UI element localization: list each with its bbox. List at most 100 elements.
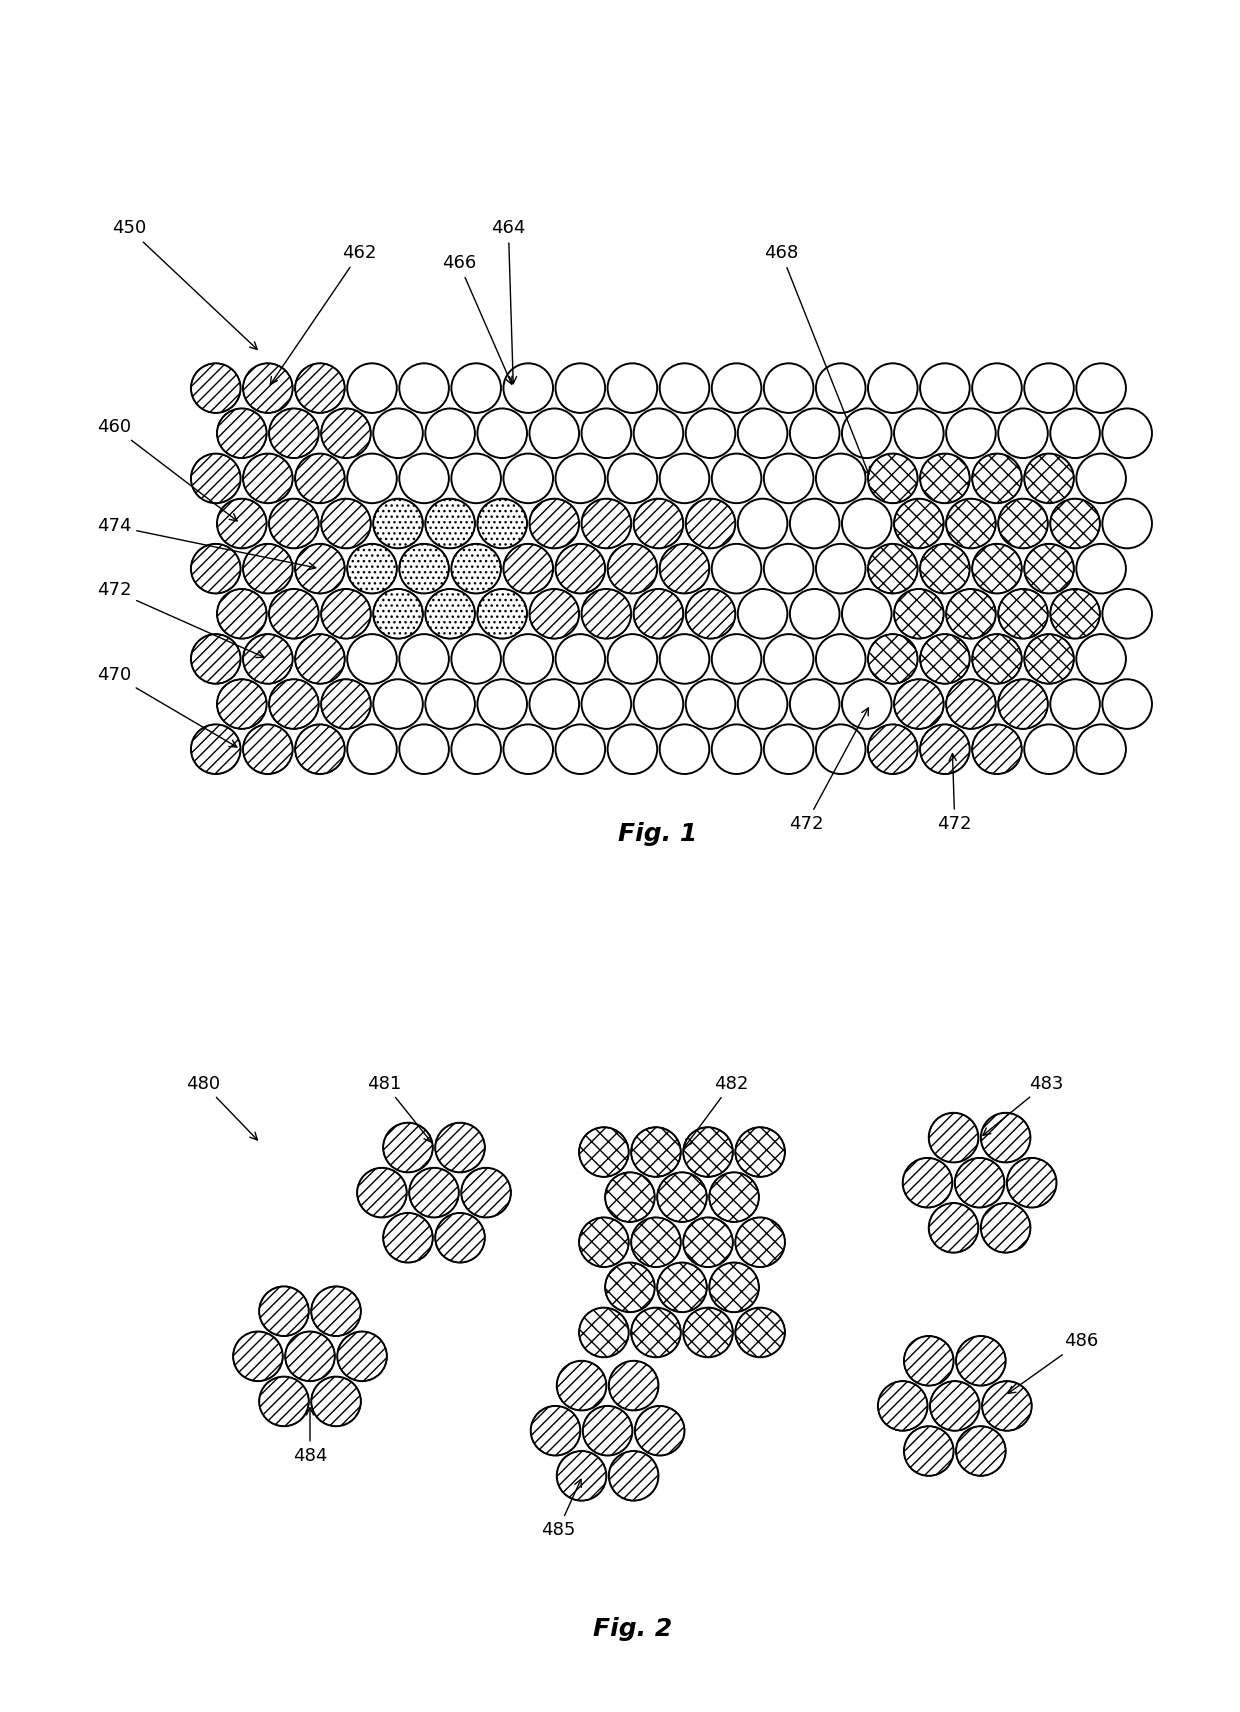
Circle shape — [425, 589, 475, 639]
Circle shape — [686, 589, 735, 639]
Circle shape — [712, 633, 761, 683]
Circle shape — [982, 1382, 1032, 1431]
Circle shape — [1007, 1157, 1056, 1207]
Circle shape — [929, 1113, 978, 1162]
Circle shape — [579, 1126, 629, 1176]
Circle shape — [712, 363, 761, 413]
Circle shape — [660, 544, 709, 594]
Circle shape — [295, 454, 345, 503]
Circle shape — [477, 589, 527, 639]
Circle shape — [1050, 680, 1100, 729]
Circle shape — [657, 1173, 707, 1222]
Circle shape — [373, 589, 423, 639]
Circle shape — [321, 680, 371, 729]
Circle shape — [930, 1382, 980, 1431]
Circle shape — [1076, 724, 1126, 774]
Circle shape — [842, 409, 892, 459]
Circle shape — [503, 633, 553, 683]
Circle shape — [1076, 633, 1126, 683]
Circle shape — [373, 409, 423, 459]
Circle shape — [735, 1126, 785, 1176]
Circle shape — [1050, 498, 1100, 548]
Circle shape — [972, 724, 1022, 774]
Circle shape — [946, 589, 996, 639]
Text: 474: 474 — [97, 517, 316, 570]
Circle shape — [269, 680, 319, 729]
Circle shape — [243, 363, 293, 413]
Circle shape — [399, 724, 449, 774]
Circle shape — [582, 498, 631, 548]
Circle shape — [686, 680, 735, 729]
Circle shape — [557, 1361, 606, 1411]
Circle shape — [972, 363, 1022, 413]
Circle shape — [425, 498, 475, 548]
Circle shape — [1050, 409, 1100, 459]
Circle shape — [904, 1426, 954, 1476]
Circle shape — [461, 1168, 511, 1217]
Circle shape — [712, 724, 761, 774]
Circle shape — [868, 454, 918, 503]
Circle shape — [868, 363, 918, 413]
Circle shape — [556, 724, 605, 774]
Circle shape — [764, 363, 813, 413]
Circle shape — [660, 363, 709, 413]
Circle shape — [735, 1308, 785, 1358]
Circle shape — [321, 589, 371, 639]
Circle shape — [738, 680, 787, 729]
Circle shape — [634, 680, 683, 729]
Circle shape — [712, 544, 761, 594]
Circle shape — [634, 409, 683, 459]
Circle shape — [425, 409, 475, 459]
Circle shape — [634, 498, 683, 548]
Circle shape — [243, 544, 293, 594]
Circle shape — [503, 454, 553, 503]
Circle shape — [735, 1217, 785, 1267]
Text: 483: 483 — [983, 1075, 1064, 1135]
Circle shape — [285, 1332, 335, 1382]
Circle shape — [1024, 724, 1074, 774]
Circle shape — [259, 1286, 309, 1335]
Circle shape — [583, 1406, 632, 1455]
Circle shape — [295, 363, 345, 413]
Circle shape — [191, 544, 241, 594]
Circle shape — [608, 633, 657, 683]
Circle shape — [816, 454, 866, 503]
Circle shape — [451, 633, 501, 683]
Circle shape — [608, 454, 657, 503]
Circle shape — [357, 1168, 407, 1217]
Circle shape — [191, 454, 241, 503]
Circle shape — [321, 409, 371, 459]
Circle shape — [816, 724, 866, 774]
Circle shape — [686, 498, 735, 548]
Circle shape — [409, 1168, 459, 1217]
Circle shape — [738, 409, 787, 459]
Circle shape — [582, 589, 631, 639]
Circle shape — [347, 544, 397, 594]
Circle shape — [191, 724, 241, 774]
Circle shape — [816, 633, 866, 683]
Circle shape — [383, 1123, 433, 1173]
Circle shape — [1102, 680, 1152, 729]
Circle shape — [295, 633, 345, 683]
Circle shape — [946, 680, 996, 729]
Circle shape — [347, 454, 397, 503]
Circle shape — [556, 544, 605, 594]
Circle shape — [503, 724, 553, 774]
Circle shape — [1102, 498, 1152, 548]
Circle shape — [790, 589, 839, 639]
Circle shape — [217, 498, 267, 548]
Circle shape — [946, 498, 996, 548]
Circle shape — [920, 724, 970, 774]
Text: 462: 462 — [270, 245, 377, 385]
Circle shape — [660, 454, 709, 503]
Circle shape — [972, 633, 1022, 683]
Circle shape — [451, 363, 501, 413]
Circle shape — [269, 409, 319, 459]
Circle shape — [868, 724, 918, 774]
Circle shape — [295, 724, 345, 774]
Text: Fig. 1: Fig. 1 — [618, 822, 697, 846]
Circle shape — [868, 633, 918, 683]
Circle shape — [738, 498, 787, 548]
Circle shape — [269, 589, 319, 639]
Circle shape — [998, 680, 1048, 729]
